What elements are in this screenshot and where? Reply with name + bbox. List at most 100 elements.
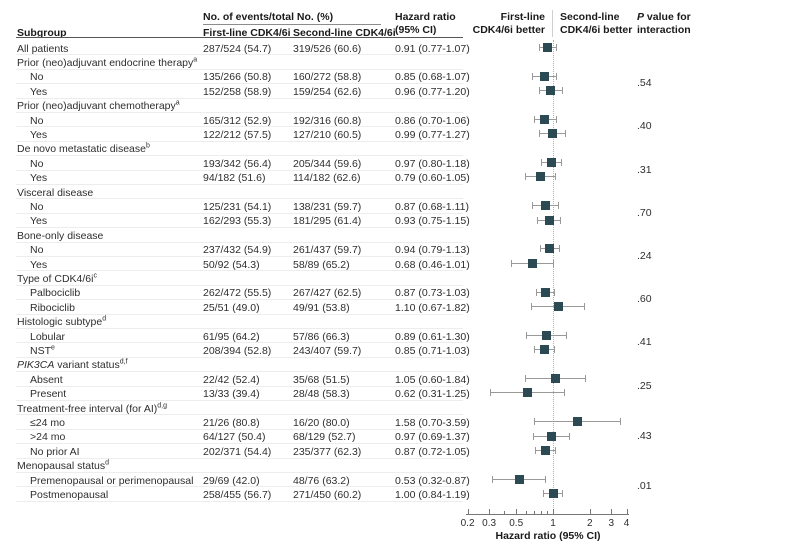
hazard-ratio-cell: 0.79 (0.60-1.05)	[395, 172, 470, 185]
forest-marker	[546, 431, 556, 441]
events-first-line-cell: 125/231 (54.1)	[203, 200, 272, 213]
hazard-ratio-cell: 0.86 (0.70-1.06)	[395, 114, 470, 127]
hazard-ratio-cell: 1.58 (0.70-3.59)	[395, 416, 470, 429]
ci-cap-low	[533, 418, 535, 426]
section-label: Treatment-free interval (for AI)d,g	[17, 402, 167, 415]
ci-cap-low	[535, 446, 537, 454]
ci-cap-high	[566, 331, 568, 339]
p-value-for-interaction: .54	[637, 77, 652, 90]
events-second-line-cell: 35/68 (51.5)	[293, 373, 350, 386]
subgroup-header: Subgroup	[17, 27, 67, 39]
row-label: Yes	[30, 128, 48, 141]
axis-tick-label: 0.3	[482, 518, 497, 529]
row-separator	[16, 54, 463, 56]
ci-cap-low	[539, 245, 541, 253]
row-separator	[16, 371, 463, 373]
forest-marker	[528, 258, 538, 268]
events-first-line-cell: 208/394 (52.8)	[203, 344, 272, 357]
row-separator	[16, 313, 463, 315]
axis-tick-minor	[525, 511, 527, 514]
forest-marker	[540, 114, 550, 124]
ci-cap-high	[558, 245, 560, 253]
row-separator	[16, 342, 463, 344]
events-second-line-cell: 235/377 (62.3)	[293, 445, 362, 458]
ci-cap-low	[537, 216, 539, 224]
row-separator	[16, 256, 463, 257]
ci-cap-high	[558, 202, 560, 210]
axis-tick-label: 3	[608, 518, 615, 529]
row-separator	[16, 356, 463, 358]
section-label: PIK3CA variant statusd,f	[17, 358, 128, 372]
row-label: ≤24 mo	[30, 416, 65, 429]
row-label: All patients	[17, 42, 69, 55]
row-separator	[16, 198, 463, 200]
row-separator	[16, 212, 463, 214]
hazard-ratio-cell: 0.94 (0.79-1.13)	[395, 244, 470, 257]
row-separator	[16, 169, 463, 171]
row-label: No prior AI	[30, 445, 80, 458]
forest-marker	[544, 215, 554, 225]
ci-cap-high	[555, 115, 557, 123]
p-value-for-interaction: .01	[637, 480, 652, 493]
events-second-line-cell: 48/76 (63.2)	[293, 474, 350, 487]
ci-cap-high	[554, 346, 556, 354]
events-first-line-cell: 152/258 (58.9)	[203, 85, 272, 98]
hazard-ratio-cell: 0.89 (0.61-1.30)	[395, 330, 470, 343]
axis-tick-minor	[541, 511, 543, 514]
events-first-line-cell: 61/95 (64.2)	[203, 330, 260, 343]
row-separator	[16, 140, 463, 142]
hazard-ratio-cell: 0.91 (0.77-1.07)	[395, 42, 470, 55]
hazard-ratio-cell: 1.00 (0.84-1.19)	[395, 488, 470, 501]
ci-cap-high	[564, 389, 566, 397]
axis-tick-major	[626, 509, 628, 514]
events-first-line-cell: 25/51 (49.0)	[203, 301, 260, 314]
events-first-line-cell: 162/293 (55.3)	[203, 215, 272, 228]
ci-cap-high	[555, 173, 557, 181]
p-value-for-interaction: .24	[637, 250, 652, 262]
ci-cap-low	[535, 288, 537, 296]
row-label: Present	[30, 388, 67, 401]
axis-tick-major	[611, 509, 613, 514]
ci-cap-low	[511, 259, 513, 267]
p-value-for-interaction: .41	[637, 336, 652, 349]
section-label: Type of CDK4/6ic	[17, 272, 97, 285]
ci-cap-high	[554, 288, 556, 296]
p-value-header: P value for interaction	[637, 11, 691, 36]
row-label: Absent	[30, 373, 63, 386]
header-divider-line	[552, 10, 553, 37]
events-first-line-cell: 193/342 (56.4)	[203, 157, 272, 170]
ci-cap-low	[533, 115, 535, 123]
ci-cap-low	[540, 158, 542, 166]
hazard-ratio-cell: 0.53 (0.32-0.87)	[395, 474, 470, 487]
p-value-for-interaction: .40	[637, 120, 652, 133]
section-label: Histologic subtyped	[17, 315, 107, 329]
events-first-line-cell: 287/524 (54.7)	[203, 42, 272, 55]
ci-cap-high	[561, 158, 563, 166]
events-first-line-cell: 13/33 (39.4)	[203, 388, 260, 401]
section-label: Prior (neo)adjuvant endocrine therapya	[17, 56, 198, 69]
row-separator	[16, 443, 463, 445]
forest-marker	[541, 201, 551, 211]
ci-cap-high	[553, 259, 555, 267]
row-separator	[16, 97, 463, 99]
axis-tick-minor	[504, 511, 506, 514]
events-second-line-cell: 261/437 (59.7)	[293, 244, 362, 257]
events-second-line-cell: 16/20 (80.0)	[293, 416, 350, 429]
hazard-ratio-cell: 1.10 (0.67-1.82)	[395, 301, 470, 314]
row-separator	[16, 414, 463, 416]
axis-tick-minor	[547, 511, 549, 514]
axis-tick-label: 0.5	[509, 518, 524, 529]
forest-marker	[543, 42, 553, 52]
events-second-line-cell: 159/254 (62.6)	[293, 85, 362, 98]
forest-marker	[553, 301, 563, 311]
hazard-ratio-cell: 0.68 (0.46-1.01)	[395, 258, 470, 271]
row-label: No	[30, 71, 44, 84]
row-separator	[16, 126, 463, 128]
events-second-line-cell: 49/91 (53.8)	[293, 301, 350, 314]
x-axis-title: Hazard ratio (95% CI)	[495, 530, 601, 542]
ci-cap-low	[525, 374, 527, 382]
axis-tick-label: 1	[550, 518, 556, 529]
events-first-line-cell: 22/42 (52.4)	[203, 373, 260, 386]
row-separator	[16, 457, 463, 459]
ci-cap-low	[538, 86, 540, 94]
